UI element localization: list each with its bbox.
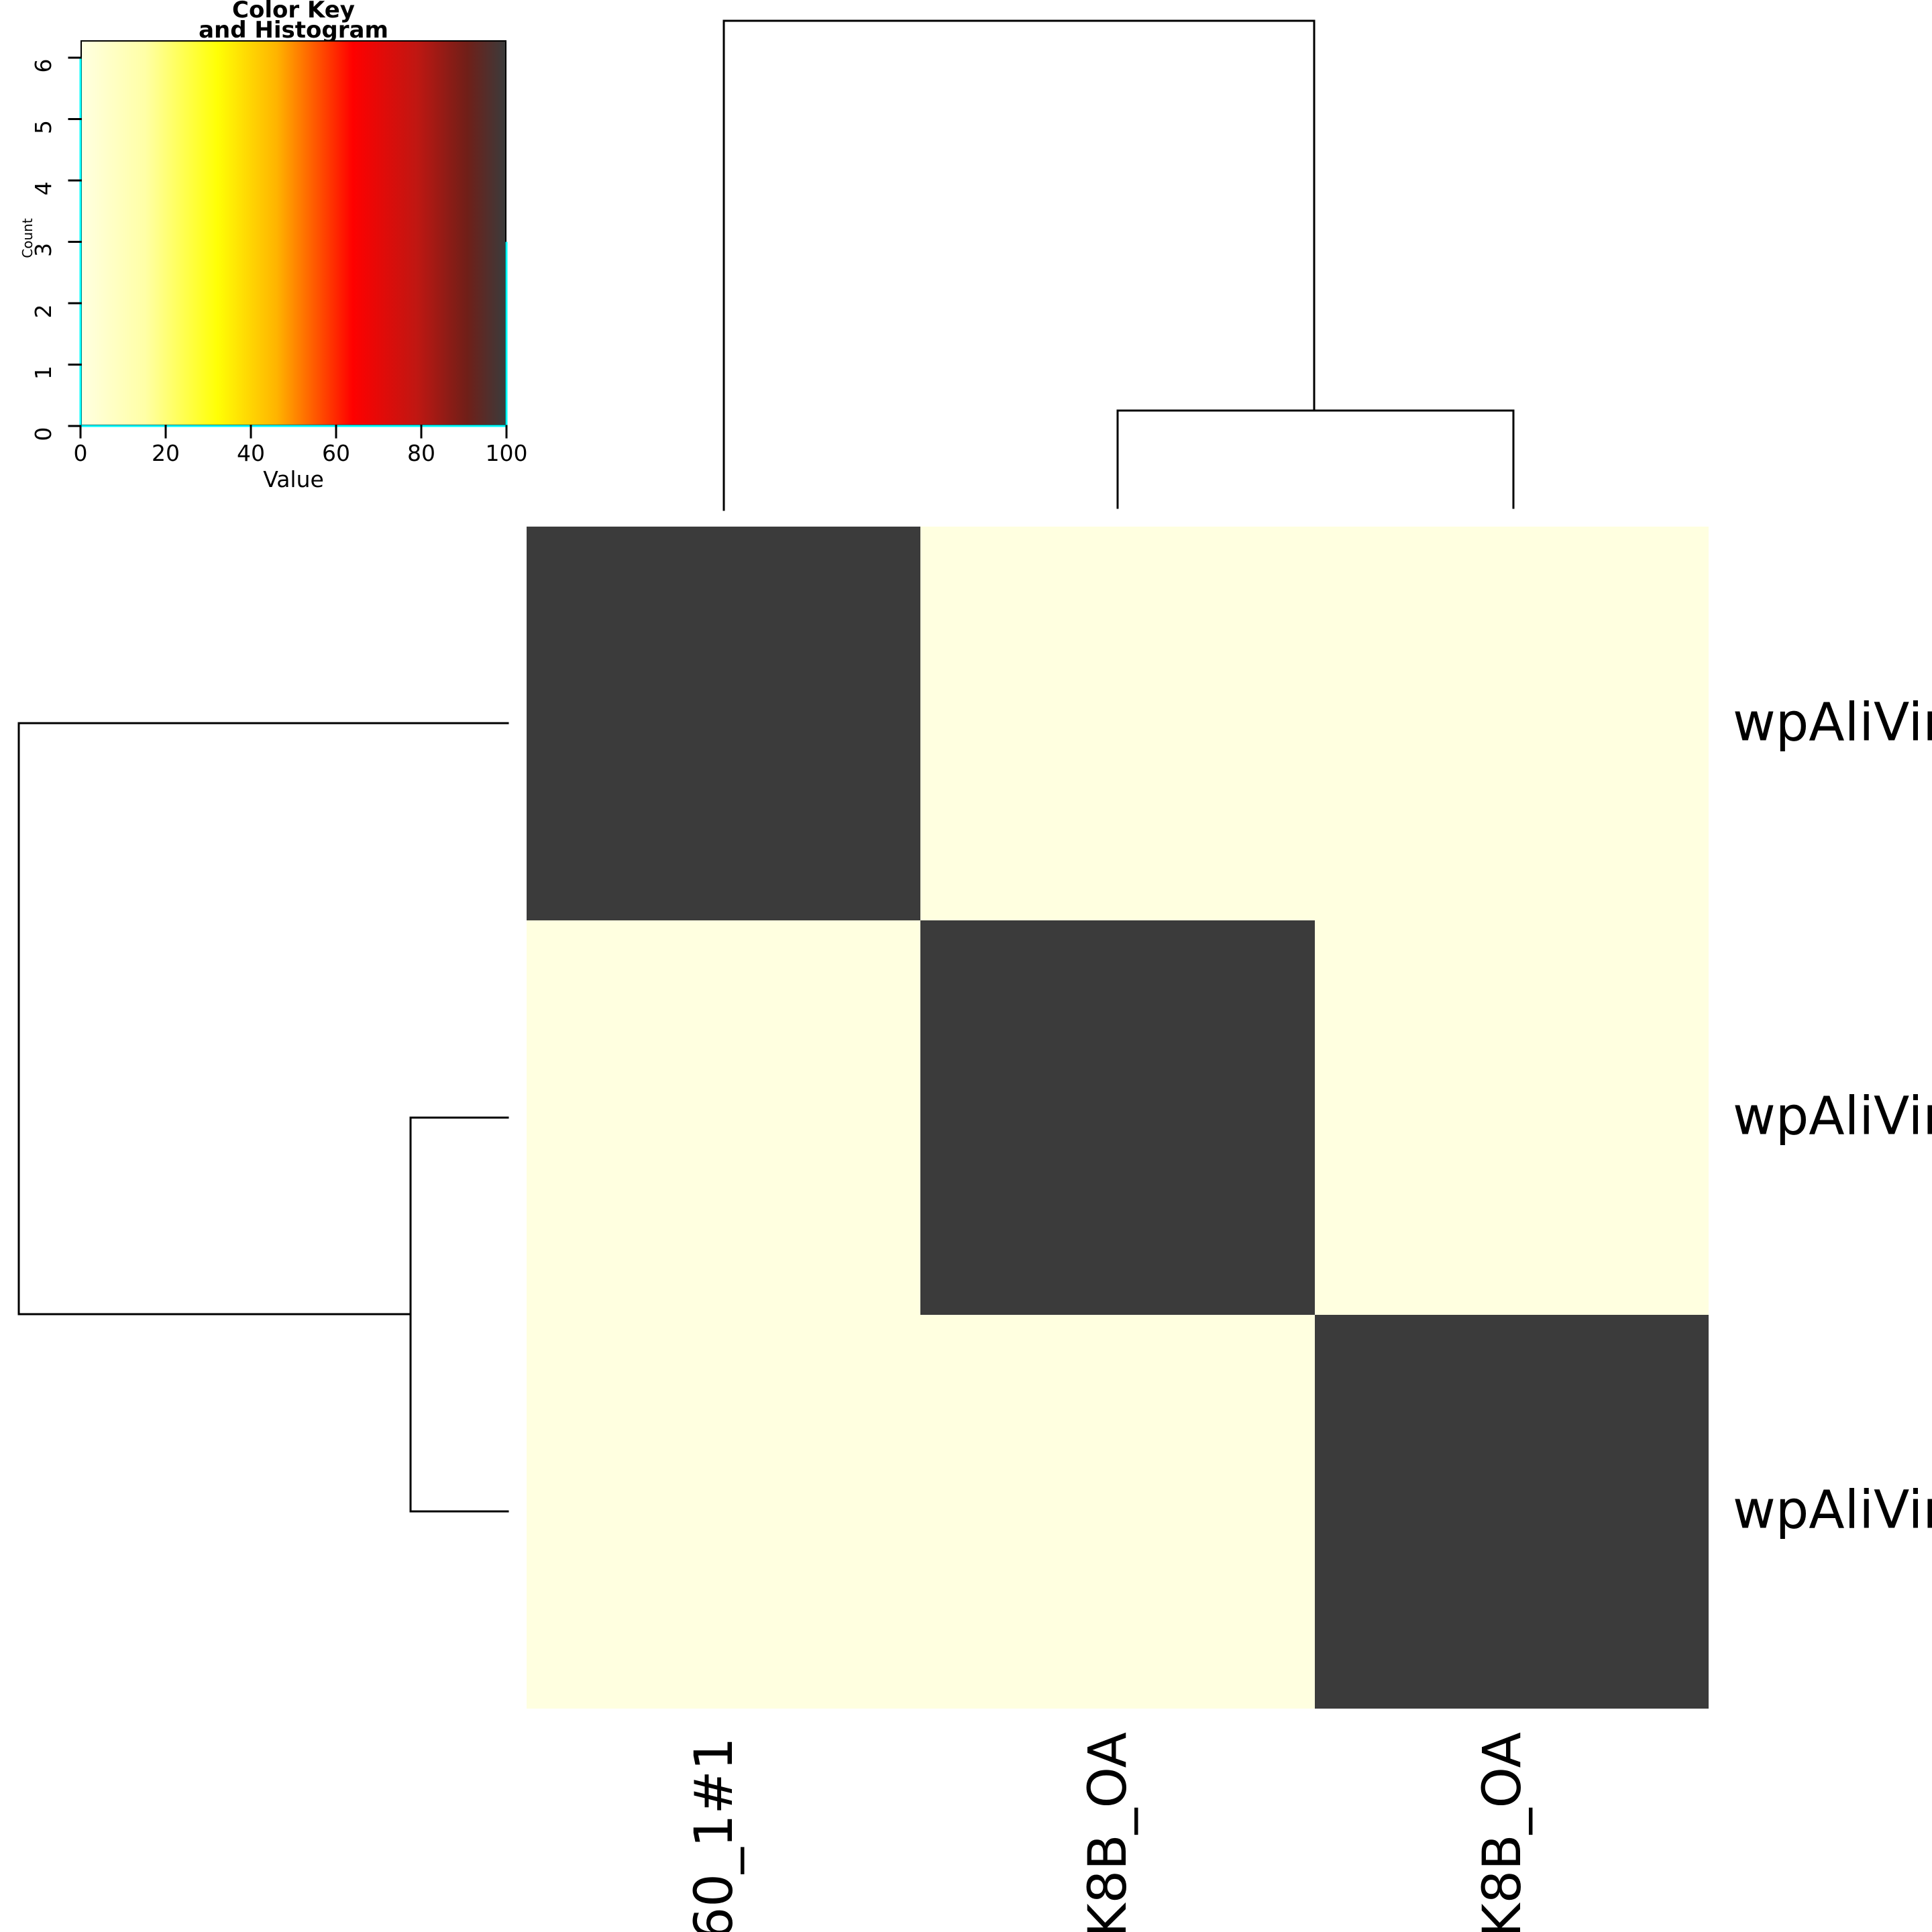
x-axis-tick-label: 20: [152, 440, 180, 466]
heatmap-cell-r3c2: [920, 1314, 1316, 1709]
heatmap-cell-r3c1: [527, 1314, 921, 1709]
x-axis-tick-label: 100: [485, 440, 528, 466]
column-label-3: AK8B_OA: [1472, 1732, 1533, 1932]
column-label-1: 460_1#1: [684, 1737, 745, 1932]
color-key-title: Color Key and Histogram: [80, 0, 506, 44]
x-axis-tick-label: 80: [407, 440, 435, 466]
heatmap-cell-r2c1: [527, 920, 921, 1316]
y-axis-tick-label: 1: [30, 366, 56, 380]
heatmap-cell-r2c3: [1314, 920, 1709, 1316]
x-axis-tick-label: 40: [237, 440, 265, 466]
y-axis-tick-label: 0: [30, 427, 56, 441]
x-axis-tick-label: 0: [73, 440, 88, 466]
color-key-x-axis-title: Value: [263, 466, 324, 492]
y-axis-tick-label: 5: [30, 120, 56, 134]
y-axis-tick-label: 2: [30, 305, 56, 319]
y-axis-tick-label: 6: [30, 59, 56, 73]
row-label-1: wpAliVire: [1733, 692, 1932, 753]
color-key-y-axis-title: Count: [19, 218, 36, 258]
heatmap-cell-r3c3: [1314, 1314, 1709, 1709]
row-label-3: wpAliVire: [1733, 1480, 1932, 1541]
row-label-2: wpAliVire: [1733, 1086, 1932, 1147]
y-axis-tick-label: 3: [30, 243, 56, 257]
column-label-2: AK8B_OA: [1078, 1732, 1138, 1932]
heatmap-cell-r1c1: [527, 527, 921, 921]
x-axis-tick-label: 60: [322, 440, 350, 466]
y-axis-tick-label: 4: [30, 182, 56, 196]
heatmap-cell-r1c2: [920, 527, 1316, 921]
heatmap-cell-r1c3: [1314, 527, 1709, 921]
color-key-gradient: [80, 40, 506, 426]
heatmap-grid: [527, 527, 1709, 1709]
color-key-title-line1: Color Key: [232, 0, 355, 23]
color-key-title-line2: and Histogram: [199, 17, 388, 44]
heatmap-cell-r2c2: [920, 920, 1316, 1316]
